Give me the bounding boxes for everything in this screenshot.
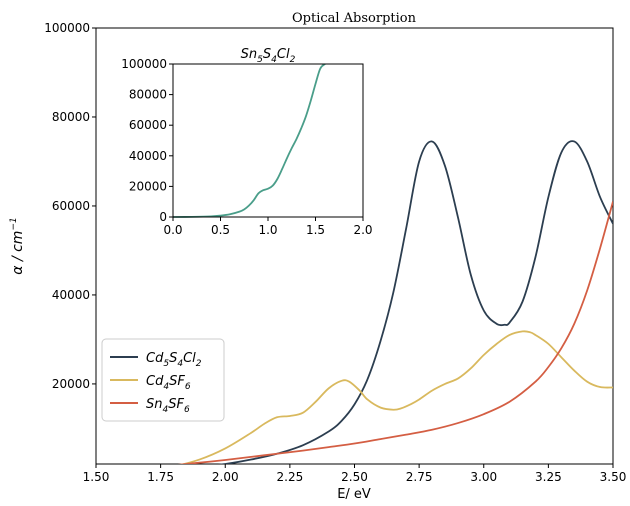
inset-x-tick-label: 1.0 xyxy=(258,223,277,237)
y-axis-label: α / cm−1 xyxy=(9,217,26,274)
y-tick-label: 60000 xyxy=(52,199,90,213)
y-tick-label: 20000 xyxy=(52,377,90,391)
x-tick-label: 2.50 xyxy=(341,470,368,484)
series-line-0 xyxy=(217,140,613,464)
y-tick-label: 80000 xyxy=(52,110,90,124)
inset-x-tick-label: 1.5 xyxy=(306,223,325,237)
inset-y-tick-label: 60000 xyxy=(129,118,167,132)
legend: Cd5S4Cl2 Cd4SF6 Sn4SF6 xyxy=(101,338,225,422)
inset-y-tick-label: 40000 xyxy=(129,149,167,163)
x-tick-label: 2.00 xyxy=(212,470,239,484)
legend-label: Cd4SF6 xyxy=(146,374,191,392)
inset-y-tick-label: 80000 xyxy=(129,88,167,102)
main-axis-ticks: 1.50 1.75 2.00 2.25 2.50 2.75 3.00 3.25 3.502000… xyxy=(44,21,626,484)
inset-x-tick-label: 2.0 xyxy=(353,223,372,237)
inset-x-tick-label: 0.0 xyxy=(163,223,182,237)
inset-y-tick-label: 100000 xyxy=(121,57,167,71)
inset-y-tick-label: 0 xyxy=(159,210,167,224)
x-tick-label: 1.50 xyxy=(83,470,110,484)
inset-background xyxy=(173,64,363,217)
series-line-1 xyxy=(179,330,613,464)
legend-label: Sn4SF6 xyxy=(146,397,190,415)
y-axis-label-text: α / cm xyxy=(10,231,26,275)
x-tick-label: 3.25 xyxy=(535,470,562,484)
inset-series-line xyxy=(172,63,326,218)
main-series-group xyxy=(177,140,613,464)
y-tick-label: 100000 xyxy=(44,21,90,35)
x-tick-label: 2.75 xyxy=(406,470,433,484)
inset-axis-ticks: 0.0 0.5 1.0 1.5 2.0 0 20000 40000 60000 80000 1000… xyxy=(121,57,372,237)
inset-y-tick-label: 20000 xyxy=(129,179,167,193)
inset-series-group xyxy=(172,63,326,218)
x-tick-label: 1.75 xyxy=(147,470,174,484)
x-tick-label: 3.50 xyxy=(600,470,627,484)
inset-x-tick-label: 0.5 xyxy=(211,223,230,237)
y-axis-label-superscript: −1 xyxy=(9,217,19,230)
legend-box xyxy=(101,338,225,422)
svg-text:α / cm−1: α / cm−1 xyxy=(9,217,26,274)
main-title: Optical Absorption xyxy=(292,11,417,26)
series-line-2 xyxy=(177,201,613,464)
inset-title: Sn5S4Cl2 xyxy=(241,47,296,65)
x-tick-label: 2.25 xyxy=(277,470,304,484)
x-axis-label: E/ eV xyxy=(337,487,371,502)
x-tick-label: 3.00 xyxy=(470,470,497,484)
y-tick-label: 40000 xyxy=(52,288,90,302)
legend-label: Cd5S4Cl2 xyxy=(146,351,202,369)
